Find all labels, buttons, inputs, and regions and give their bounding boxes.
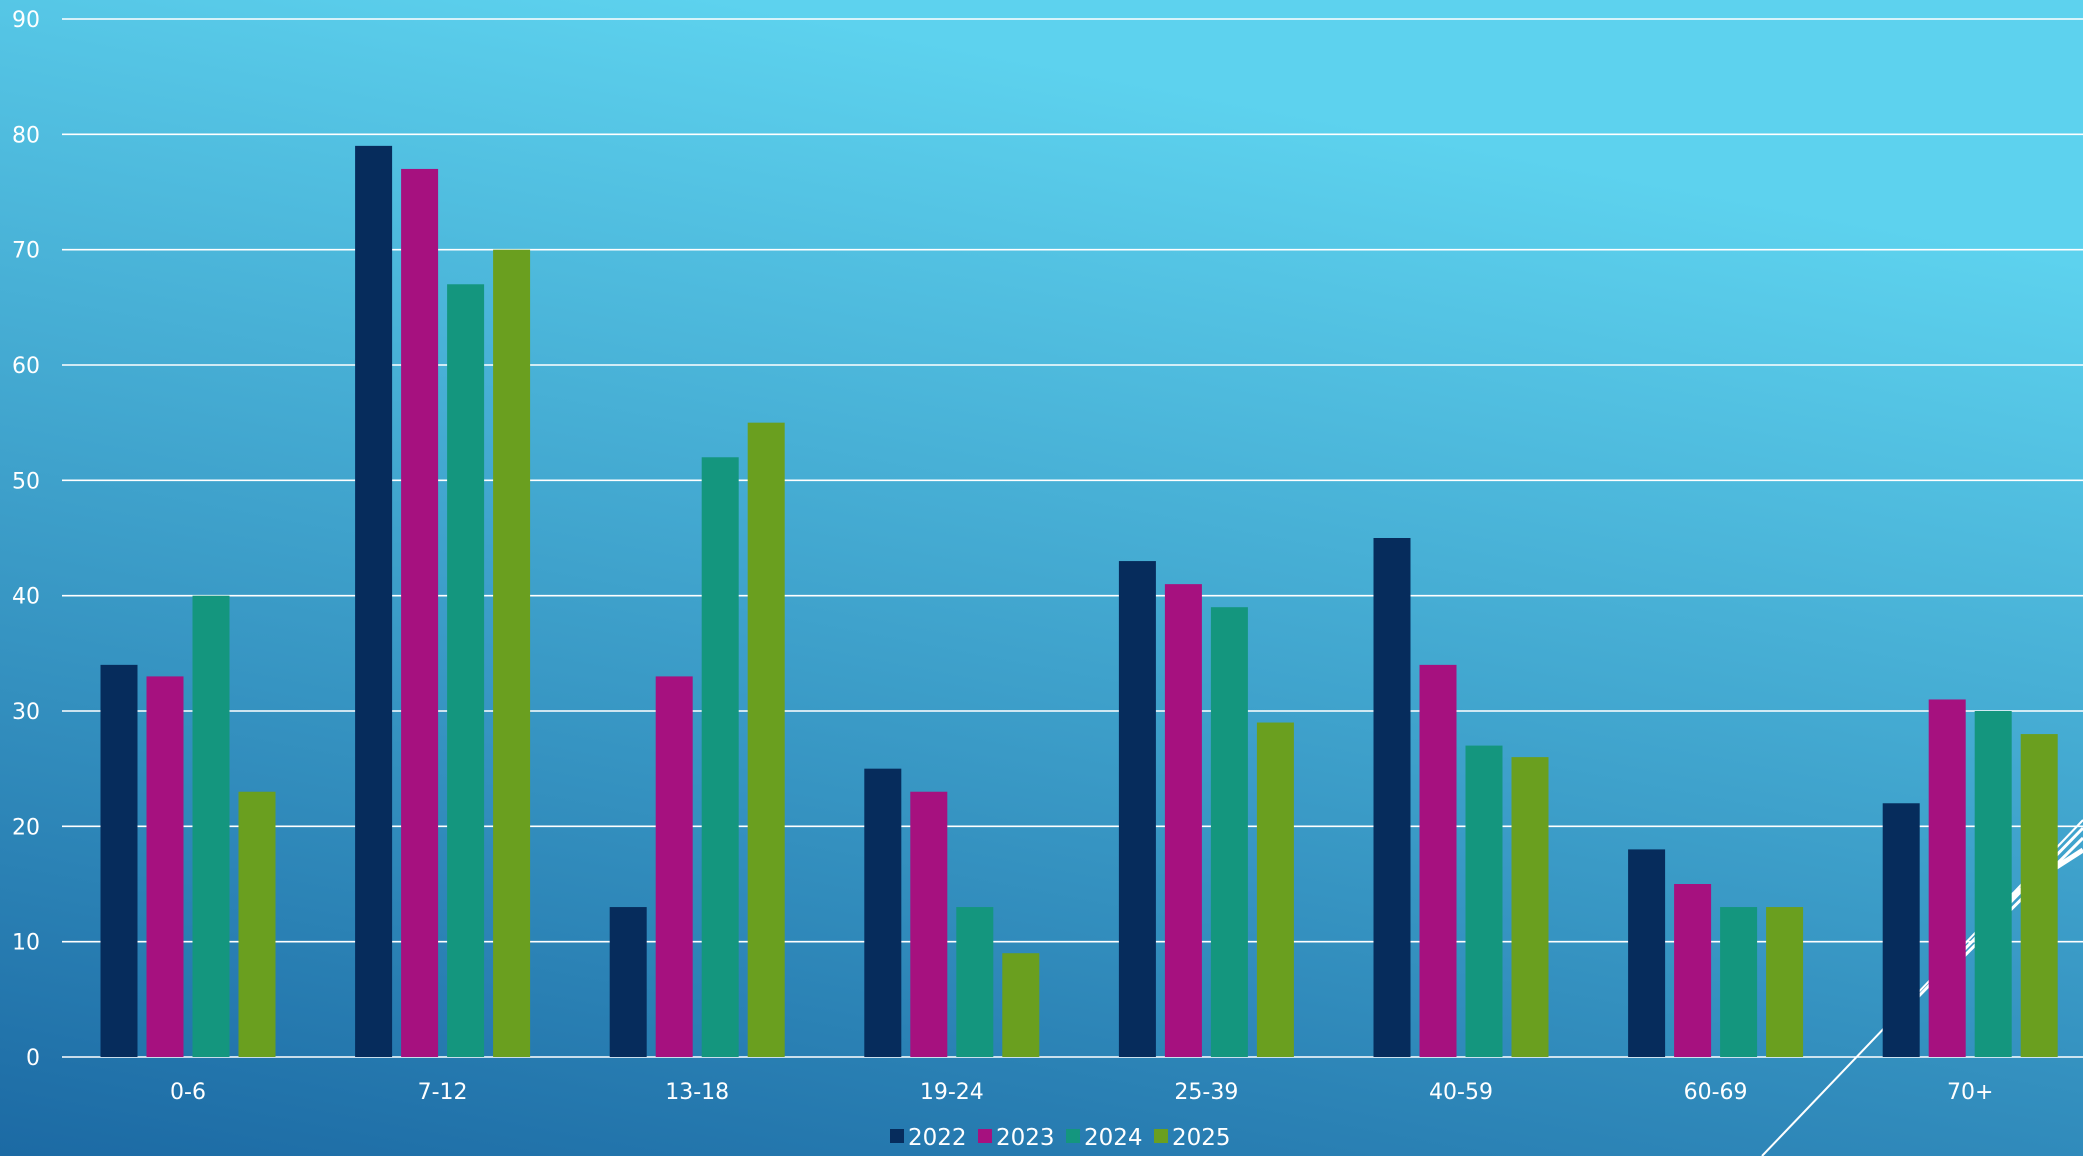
bar-2025-40-59 (1511, 757, 1549, 1057)
bar-2024-70+ (1974, 711, 2012, 1057)
bar-2025-25-39 (1256, 722, 1294, 1057)
legend: 2022 2023 2024 2025 (890, 1125, 1231, 1151)
legend-swatch-2023 (978, 1129, 992, 1143)
bar-2022-70+ (1882, 803, 1920, 1057)
legend-swatch-2024 (1066, 1129, 1080, 1143)
bar-2025-60-69 (1766, 907, 1804, 1057)
x-tick-label: 40-59 (1429, 1080, 1493, 1105)
x-axis-tick-labels: 0-6 7-12 13-18 19-24 25-39 40-59 60-69 70+ (170, 1080, 1993, 1105)
bar-2025-0-6 (238, 791, 276, 1057)
bar-2022-13-18 (609, 907, 647, 1057)
bar-2024-13-18 (701, 457, 739, 1057)
x-tick-label: 7-12 (418, 1080, 468, 1105)
bar-2025-13-18 (747, 422, 785, 1058)
bar-2024-19-24 (956, 907, 994, 1057)
y-tick-label: 20 (12, 815, 40, 840)
bars (100, 145, 2058, 1058)
bar-2023-25-39 (1164, 584, 1202, 1057)
bar-2023-19-24 (910, 791, 948, 1057)
bar-2024-0-6 (192, 595, 230, 1057)
bar-2023-7-12 (401, 168, 439, 1057)
legend-swatch-2022 (890, 1129, 904, 1143)
bar-2024-40-59 (1465, 745, 1503, 1057)
bar-2023-60-69 (1674, 884, 1712, 1057)
x-tick-label: 70+ (1947, 1080, 1993, 1105)
bar-2023-0-6 (146, 676, 184, 1057)
bar-2022-7-12 (355, 145, 393, 1057)
bar-2025-7-12 (493, 249, 531, 1057)
bar-2022-0-6 (100, 664, 138, 1057)
x-tick-label: 19-24 (920, 1080, 984, 1105)
gridlines (62, 18, 2083, 1058)
y-tick-label: 10 (12, 931, 40, 956)
bar-2024-7-12 (447, 284, 485, 1057)
bar-2022-19-24 (864, 768, 902, 1057)
bar-2024-25-39 (1210, 607, 1248, 1057)
x-tick-label: 25-39 (1174, 1080, 1238, 1105)
y-tick-label: 0 (26, 1046, 40, 1071)
y-tick-label: 80 (12, 123, 40, 148)
bar-2022-25-39 (1118, 561, 1156, 1057)
bar-2022-60-69 (1628, 849, 1666, 1057)
y-tick-label: 70 (12, 239, 40, 264)
bar-2023-40-59 (1419, 664, 1457, 1057)
x-tick-label: 13-18 (665, 1080, 729, 1105)
bar-2025-19-24 (1002, 953, 1040, 1057)
x-tick-label: 0-6 (170, 1080, 206, 1105)
bar-2025-70+ (2020, 734, 2058, 1057)
legend-label-2022: 2022 (908, 1125, 967, 1151)
bar-2023-13-18 (655, 676, 693, 1057)
legend-label-2025: 2025 (1172, 1125, 1231, 1151)
y-tick-label: 60 (12, 354, 40, 379)
y-axis-tick-labels: 0 10 20 30 40 50 60 70 80 90 (12, 8, 40, 1071)
bar-2022-40-59 (1373, 538, 1411, 1057)
bar-2024-60-69 (1720, 907, 1758, 1057)
legend-label-2023: 2023 (996, 1125, 1055, 1151)
y-tick-label: 90 (12, 8, 40, 33)
legend-swatch-2025 (1154, 1129, 1168, 1143)
y-tick-label: 40 (12, 585, 40, 610)
y-tick-label: 50 (12, 469, 40, 494)
bar-2023-70+ (1928, 699, 1966, 1057)
legend-label-2024: 2024 (1084, 1125, 1143, 1151)
y-tick-label: 30 (12, 700, 40, 725)
x-tick-label: 60-69 (1684, 1080, 1748, 1105)
